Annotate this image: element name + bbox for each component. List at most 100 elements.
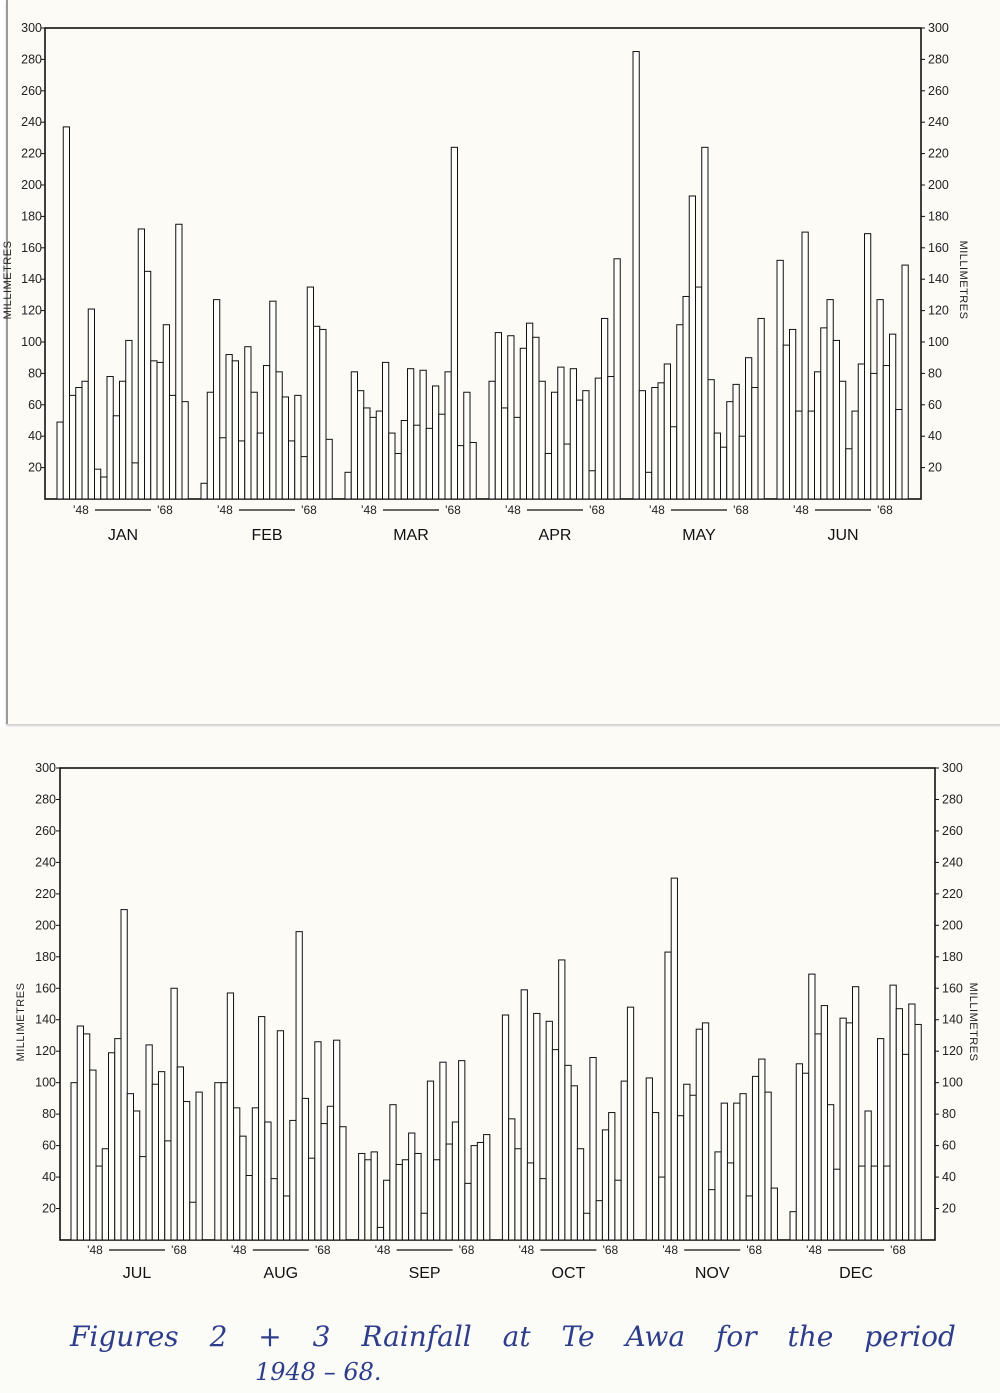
right-tick-label: 260 [942,824,963,838]
bar-nov-1967 [764,1091,772,1241]
year-start-label: '48 [73,503,89,517]
month-label: FEB [251,527,282,544]
bar-feb-1966 [313,325,321,500]
bar-sep-1951 [376,1226,385,1241]
bar-jul-1963 [164,1140,172,1241]
bar-aug-1949 [220,1082,228,1241]
left-tick-label: 300 [35,761,56,775]
left-tick-label: 120 [21,304,42,318]
bar-sep-1956 [408,1132,416,1241]
left-tick-label: 40 [28,429,42,443]
bar-dec-1955 [833,1168,841,1241]
bar-jul-1952 [95,1165,103,1241]
right-tick-label: 180 [942,950,963,964]
right-tick-label: 60 [928,398,942,412]
bar-may-1950 [645,471,653,500]
bar-dec-1966 [902,1053,910,1241]
bar-may-1958 [695,286,703,500]
bar-aug-1967 [333,1039,341,1241]
bar-jan-1955 [100,476,108,500]
bar-apr-1962 [576,399,584,500]
year-end-label: '68 [603,1243,619,1257]
bar-sep-1968 [483,1134,491,1241]
bar-apr-1949 [494,332,502,500]
bar-dec-1968 [914,1023,922,1241]
bar-jun-1965 [882,365,890,500]
bar-jul-1956 [120,909,128,1241]
bar-apr-1968 [613,258,621,500]
bar-aug-1964 [314,1041,322,1241]
right-tick-label: 20 [942,1202,956,1216]
year-end-label: '68 [589,503,605,517]
right-tick-label: 140 [928,272,949,286]
bar-apr-1959 [557,366,565,500]
bar-mar-1967 [463,391,471,500]
month-label: DEC [839,1265,873,1282]
bar-oct-1954 [539,1178,547,1241]
bar-jul-1950 [83,1033,91,1241]
bar-oct-1960 [576,1148,585,1241]
bar-may-1951 [651,387,659,500]
bar-jun-1950 [789,328,797,500]
right-tick-label: 280 [928,52,949,66]
bar-feb-1948 [200,482,208,500]
bar-feb-1949 [206,391,214,500]
bar-feb-1963 [294,394,302,500]
month-label: NOV [695,1265,730,1282]
bar-may-1954 [670,426,678,500]
bar-feb-1957 [256,432,264,500]
year-start-label: '48 [662,1243,678,1257]
month-group-jun: '48 '68 JUN [776,231,909,544]
handwritten-caption-line-1: Figures 2 + 3 Rainfall at Te Awa for the… [70,1320,956,1353]
bar-mar-1968 [469,441,477,500]
year-end-label: '68 [746,1243,762,1257]
bar-aug-1958 [276,1030,285,1241]
bar-jan-1962 [144,270,152,500]
bar-sep-1964 [458,1060,466,1241]
bar-may-1965 [738,435,746,500]
bar-jun-1953 [807,410,815,500]
bar-jan-1956 [106,376,114,500]
bar-dec-1950 [802,1072,810,1241]
left-tick-label: 280 [35,792,56,806]
bar-oct-1958 [564,1064,572,1241]
bar-jul-1957 [126,1093,134,1241]
bar-may-1957 [688,195,696,500]
year-start-label: '48 [519,1243,535,1257]
left-tick-label: 140 [21,272,42,286]
year-end-label: '68 [157,503,173,517]
bar-aug-1968 [339,1126,347,1241]
bar-mar-1963 [438,413,446,500]
left-tick-label: 100 [35,1076,56,1090]
right-tick-label: 220 [928,147,949,161]
bar-mar-1951 [363,407,371,500]
bar-nov-1966 [758,1058,766,1241]
bar-mar-1958 [407,368,415,500]
bar-jul-1965 [176,1066,184,1241]
bar-nov-1962 [733,1102,741,1241]
bar-apr-1953 [519,347,527,500]
bar-jan-1966 [169,394,177,500]
bar-mar-1959 [413,424,421,500]
year-end-label: '68 [171,1243,187,1257]
bar-aug-1952 [239,1135,247,1241]
bar-jun-1954 [814,371,822,500]
bar-dec-1958 [852,986,860,1241]
bar-apr-1950 [501,407,509,500]
plot-frame [59,767,936,1241]
bar-nov-1949 [651,1112,660,1241]
bar-jan-1961 [137,228,145,500]
bar-feb-1950 [213,299,221,500]
month-label: MAR [393,527,429,544]
bar-dec-1957 [845,1022,853,1241]
bar-jul-1954 [108,1052,116,1241]
right-tick-label: 120 [942,1044,963,1058]
bar-jul-1968 [195,1091,203,1241]
bar-aug-1962 [301,1097,310,1241]
y-axis-title-right: MILLIMETRES [957,241,969,320]
bar-nov-1958 [708,1189,716,1241]
bar-oct-1961 [583,1212,591,1241]
left-tick-label: 300 [21,21,42,35]
bar-feb-1965 [306,286,314,500]
bar-sep-1948 [358,1152,366,1241]
